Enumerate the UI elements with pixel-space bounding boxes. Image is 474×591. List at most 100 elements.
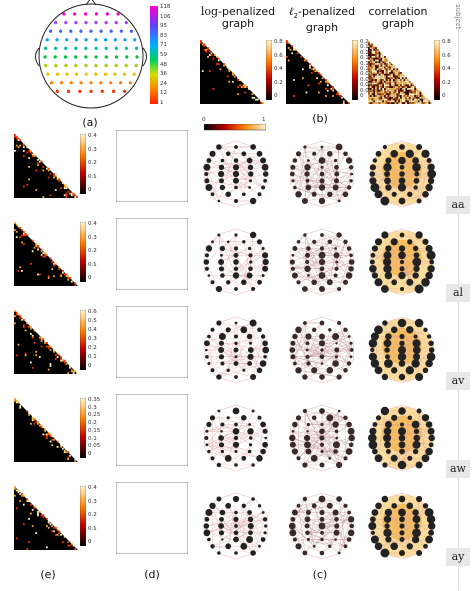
graph-node xyxy=(210,327,215,332)
l2-graph-matrix xyxy=(286,40,350,104)
graph-node xyxy=(336,461,343,469)
graph-node xyxy=(390,454,398,462)
graph-node xyxy=(241,279,247,286)
tick: 48 xyxy=(160,61,167,68)
graph-node xyxy=(374,190,383,199)
graph-node xyxy=(406,278,414,286)
electrode xyxy=(46,72,50,76)
graph-node xyxy=(374,542,383,551)
colorbar-tick: 0.3 xyxy=(88,404,97,411)
electrode xyxy=(84,21,88,25)
graph-node xyxy=(398,407,406,415)
electrode xyxy=(104,55,108,59)
l2-suffix: -penalized xyxy=(297,5,356,18)
graph-node xyxy=(332,333,340,340)
electrode xyxy=(104,21,108,25)
network-corr-aa xyxy=(369,140,437,208)
graph-node xyxy=(412,353,421,361)
graph-node xyxy=(218,333,226,340)
graph-node xyxy=(369,177,377,185)
graph-node xyxy=(399,333,405,340)
graph-node xyxy=(312,544,316,548)
graph-node xyxy=(347,529,355,537)
graph-node xyxy=(257,415,262,420)
graph-node xyxy=(368,339,378,348)
graph-node xyxy=(295,367,302,374)
colorbar-tick: 0.4 xyxy=(88,133,97,139)
graph-node xyxy=(416,408,422,414)
graph-node xyxy=(234,145,238,149)
graph-node xyxy=(412,440,421,449)
electrode xyxy=(74,46,78,51)
colorbar-tick: 0.1 xyxy=(88,173,97,180)
graph-node xyxy=(247,523,254,529)
graph-node xyxy=(233,252,239,258)
graph-node xyxy=(385,354,390,360)
graph-node xyxy=(328,328,332,332)
graph-node xyxy=(369,427,377,435)
graph-node xyxy=(398,251,406,260)
graph-node xyxy=(319,171,325,177)
graph-node xyxy=(247,428,254,435)
graph-node xyxy=(306,361,311,366)
graph-node xyxy=(383,515,392,523)
electrode xyxy=(94,38,98,42)
graph-node xyxy=(221,538,224,541)
electrode xyxy=(43,46,48,51)
colorbar-tick: 0.05 xyxy=(88,443,101,450)
graph-node xyxy=(398,156,406,165)
graph-node xyxy=(224,454,232,462)
graph-node xyxy=(250,550,256,556)
graph-node xyxy=(305,510,311,515)
graph-node xyxy=(411,359,420,368)
graph-node xyxy=(205,348,208,352)
electrode xyxy=(113,38,117,42)
graph-node xyxy=(348,266,354,272)
network-l2-aa xyxy=(289,140,354,208)
colorbar-tick: 0.15 xyxy=(88,427,101,434)
electrode xyxy=(44,64,48,68)
graph-node xyxy=(381,495,389,503)
graph-node xyxy=(207,537,211,542)
colorbar-tick: 0 xyxy=(88,363,92,369)
graph-node xyxy=(407,415,413,421)
network-corr-al xyxy=(369,228,436,296)
graph-node xyxy=(372,448,378,455)
graph-node xyxy=(397,318,407,328)
graph-node xyxy=(412,448,419,455)
graph-node xyxy=(210,280,215,285)
electrode xyxy=(122,72,127,76)
graph-node xyxy=(292,421,298,428)
graph-node xyxy=(218,442,225,448)
graph-node xyxy=(349,341,353,345)
graph-node xyxy=(249,179,252,183)
log-graph-header: log-penalized graph xyxy=(198,6,278,30)
graph-node xyxy=(319,354,325,360)
graph-node xyxy=(422,238,429,245)
graph-node xyxy=(390,542,398,551)
graph-node xyxy=(425,535,433,544)
graph-node xyxy=(333,441,340,449)
graph-node xyxy=(423,543,428,549)
graph-node xyxy=(370,183,380,192)
graph-node xyxy=(374,278,383,287)
colorbar-tick: 0.1 xyxy=(88,435,97,442)
graph-node xyxy=(249,231,257,239)
colorbar-tick: 0 xyxy=(360,93,364,99)
electrode xyxy=(74,38,78,42)
graph-node xyxy=(311,279,317,286)
network-l2-aw xyxy=(289,404,355,472)
graph-node xyxy=(218,530,225,536)
graph-node xyxy=(346,421,352,428)
graph-node xyxy=(412,339,421,348)
graph-node xyxy=(234,233,238,237)
graph-node xyxy=(415,231,423,239)
graph-node xyxy=(251,409,255,413)
graph-node xyxy=(413,252,420,259)
colorbar-gradient xyxy=(266,40,272,100)
colorbar-tick: 0 xyxy=(442,93,446,99)
graph-node xyxy=(263,531,267,535)
electrode xyxy=(79,29,83,33)
graph-node xyxy=(370,516,376,523)
matrix-d-ay xyxy=(116,482,188,554)
